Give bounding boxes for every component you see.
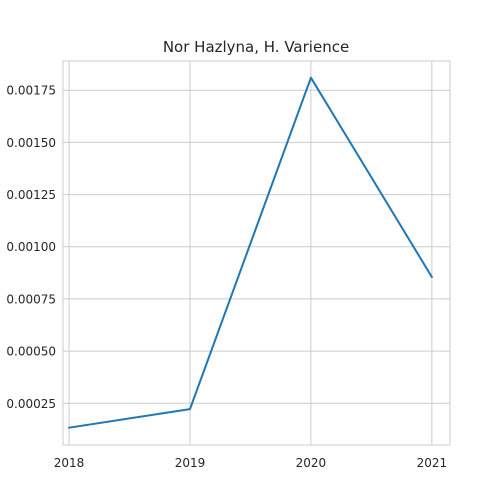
x-tick-label: 2020 [296, 456, 327, 470]
y-tick-label: 0.00050 [6, 345, 56, 359]
y-tick-label: 0.00075 [6, 292, 56, 306]
series-line [68, 76, 433, 429]
y-tick-label: 0.00100 [6, 240, 56, 254]
y-tick-label: 0.00025 [6, 397, 56, 411]
plot-area-frame [62, 60, 451, 446]
x-tick-label: 2018 [54, 456, 85, 470]
x-axis-ticks: 2018 2019 2020 2021 [54, 456, 447, 470]
grid [63, 61, 450, 445]
x-tick-label: 2019 [175, 456, 206, 470]
chart-title: Nor Hazlyna, H. Varience [163, 38, 349, 56]
y-axis-ticks: 0.00025 0.00050 0.00075 0.00100 0.00125 0.001… [6, 84, 56, 411]
y-tick-label: 0.00175 [6, 84, 56, 98]
y-tick-label: 0.00150 [6, 136, 56, 150]
y-tick-label: 0.00125 [6, 188, 56, 202]
x-tick-label: 2021 [417, 456, 448, 470]
series-layer [68, 76, 433, 429]
